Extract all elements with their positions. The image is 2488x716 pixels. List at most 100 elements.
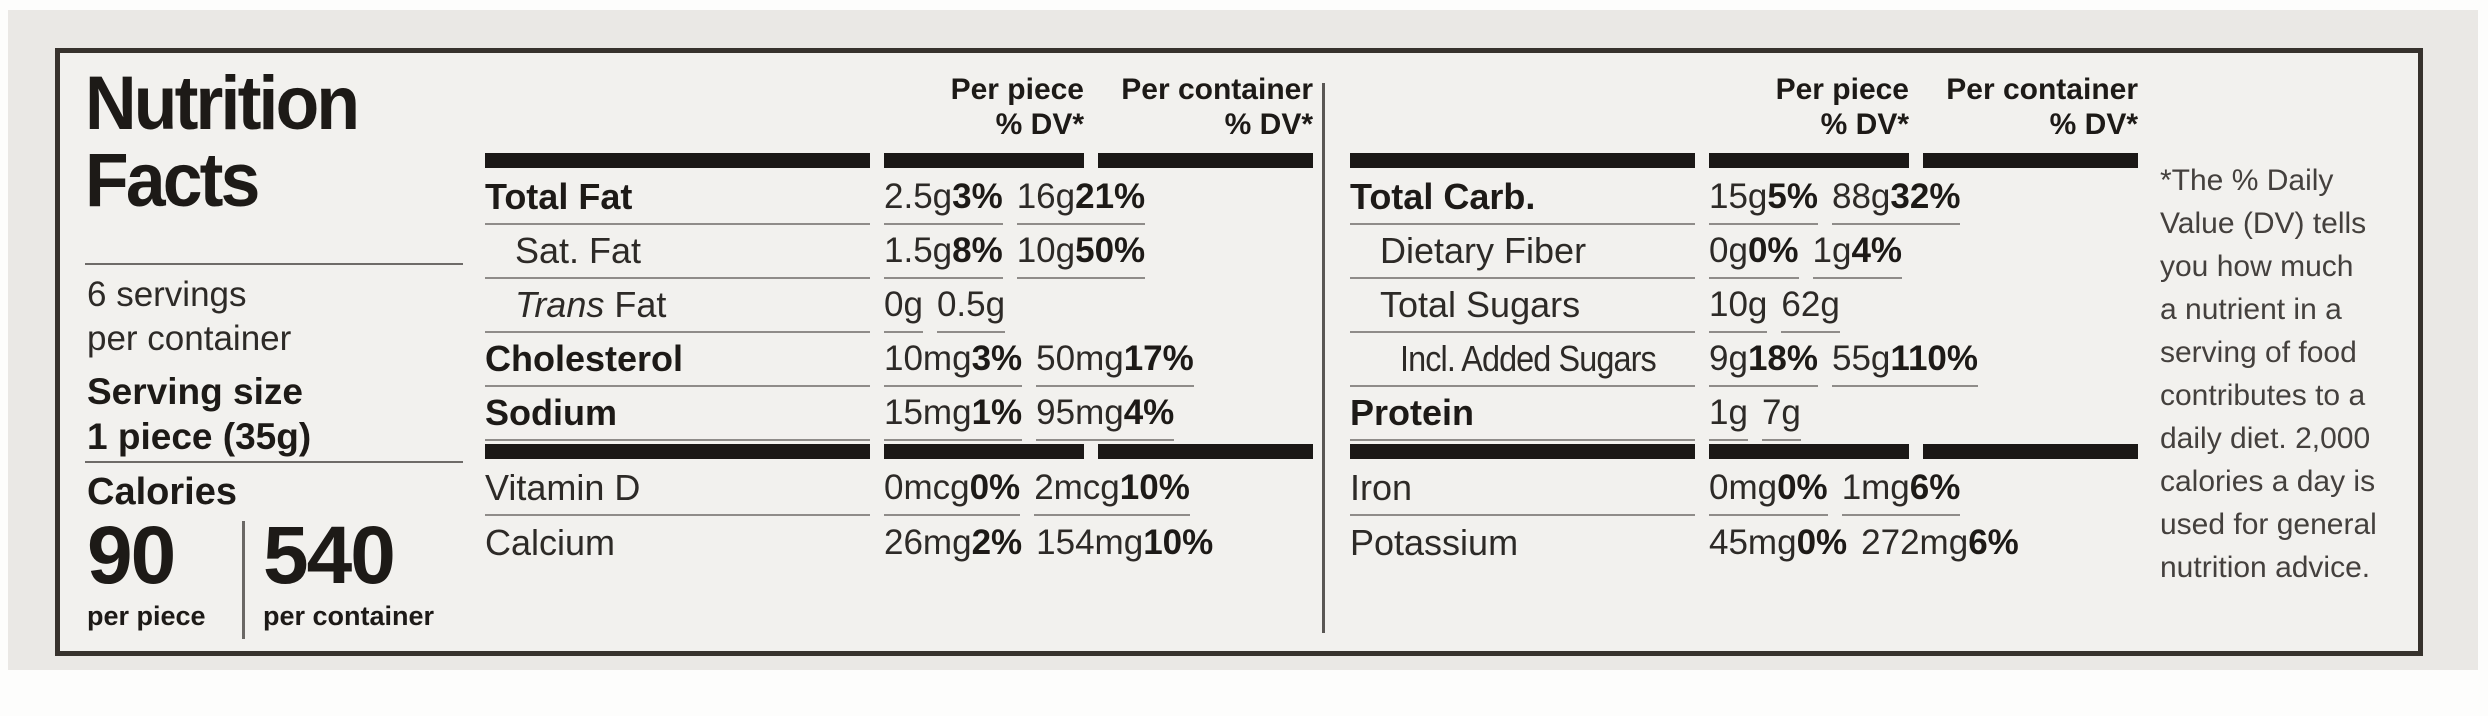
nutrient-row-vitamin-d: Vitamin D 0mcg 0% 2mcg 10% bbox=[485, 462, 1313, 516]
per-piece-cell: 15mg 1% bbox=[884, 387, 1023, 441]
divider-under-title bbox=[85, 263, 463, 265]
per-container-dv: 10% bbox=[1119, 468, 1190, 507]
per-container-cell: 62g bbox=[1781, 279, 1840, 333]
per-piece-amount: 1g bbox=[1709, 393, 1748, 432]
nutrient-name: Calcium bbox=[485, 522, 616, 563]
per-piece-amount: 45mg bbox=[1709, 523, 1797, 562]
per-container-cell: 154mg 10% bbox=[1036, 516, 1213, 570]
nutrient-name: Incl. Added Sugars bbox=[1400, 338, 1657, 379]
nutrient-row-dietary-fiber: Dietary Fiber 0g 0% 1g 4% bbox=[1350, 225, 2138, 279]
nutrient-name: Iron bbox=[1350, 467, 1413, 508]
nutrient-name-cell: Dietary Fiber bbox=[1350, 225, 1695, 279]
per-piece-cell: 10g bbox=[1709, 279, 1768, 333]
per-piece-amount: 0mcg bbox=[884, 468, 970, 507]
per-container-cell: 55g 110% bbox=[1832, 333, 1978, 387]
per-piece-amount: 0mg bbox=[1709, 468, 1778, 507]
per-piece-amount: 0g bbox=[884, 285, 923, 324]
per-piece-cell: 9g 18% bbox=[1709, 333, 1818, 387]
nutrient-row-potassium: Potassium 45mg 0% 272mg 6% bbox=[1350, 516, 2138, 570]
nutrient-name: Total Carb. bbox=[1350, 176, 1536, 217]
servings-unit: per container bbox=[87, 319, 292, 358]
per-container-cell: 50mg 17% bbox=[1036, 333, 1194, 387]
per-piece-amount: 10mg bbox=[884, 339, 972, 378]
per-container-dv: 32% bbox=[1890, 177, 1961, 216]
per-container-dv: 21% bbox=[1075, 177, 1146, 216]
per-piece-amount: 2.5g bbox=[884, 177, 953, 216]
column-header-per-container-label: Per container bbox=[1121, 73, 1313, 106]
divider-above-calories bbox=[85, 461, 463, 463]
nutrient-row-calcium: Calcium 26mg 2% 154mg 10% bbox=[485, 516, 1313, 570]
nutrient-name: Total Fat bbox=[485, 176, 633, 217]
per-container-dv: 110% bbox=[1890, 339, 1978, 378]
per-piece-cell: 2.5g 3% bbox=[884, 171, 1003, 225]
per-container-dv: 17% bbox=[1123, 339, 1194, 378]
calories-per-container-value: 540 bbox=[263, 510, 396, 601]
per-piece-cell: 1.5g 8% bbox=[884, 225, 1003, 279]
column-header-per-container-label: Per container bbox=[1946, 73, 2138, 106]
per-container-dv: 50% bbox=[1075, 231, 1146, 270]
per-piece-dv: 0% bbox=[1777, 468, 1828, 507]
column-header-dv-label: % DV* bbox=[1820, 108, 1909, 141]
nutrient-name: Protein bbox=[1350, 392, 1475, 433]
nutrients-table-left: Per piece% DV* Per container % DV* Total Fa… bbox=[485, 66, 1313, 570]
per-container-cell: 272mg 6% bbox=[1861, 516, 2019, 570]
nutrient-row-protein: Protein 1g 7g bbox=[1350, 387, 2138, 441]
column-header-dv-label: % DV* bbox=[2049, 108, 2138, 141]
nutrient-row-total-sugars: Total Sugars 10g 62g bbox=[1350, 279, 2138, 333]
per-container-cell: 2mcg 10% bbox=[1034, 462, 1190, 516]
nutrient-name-cell: Incl. Added Sugars bbox=[1350, 333, 1695, 387]
label-photo-background: Nutrition Facts 6 servings per container… bbox=[8, 10, 2478, 670]
per-piece-dv: 3% bbox=[952, 177, 1003, 216]
nutrient-name-cell: Total Carb. bbox=[1350, 171, 1695, 225]
per-container-amount: 10g bbox=[1016, 231, 1076, 270]
column-header-per-piece-label: Per piece bbox=[950, 73, 1084, 106]
per-piece-amount: 0g bbox=[1709, 231, 1748, 270]
calories-per-container-unit: per container bbox=[263, 601, 435, 631]
per-container-amount: 2mcg bbox=[1034, 468, 1120, 507]
nutrient-name: Vitamin D bbox=[485, 467, 641, 508]
nutrient-name-cell: Calcium bbox=[485, 516, 870, 570]
per-container-dv: 4% bbox=[1123, 393, 1175, 432]
header-spacer bbox=[485, 66, 870, 150]
per-container-amount: 95mg bbox=[1036, 393, 1124, 432]
table-header: Per piece% DV* Per container % DV* bbox=[485, 66, 1313, 150]
per-container-amount: 88g bbox=[1832, 177, 1891, 216]
column-header-per-piece: Per piece% DV* bbox=[884, 66, 1084, 150]
nutrition-facts-title: Nutrition Facts bbox=[85, 65, 360, 223]
nutrient-name: Sat. Fat bbox=[515, 230, 642, 271]
per-piece-dv: 0% bbox=[1747, 231, 1799, 270]
per-piece-dv: 0% bbox=[969, 468, 1021, 507]
per-piece-dv: 3% bbox=[971, 339, 1023, 378]
per-piece-cell: 0g 0% bbox=[1709, 225, 1799, 279]
nutrition-facts-panel: Nutrition Facts 6 servings per container… bbox=[55, 48, 2423, 656]
calories-values: 90 per piece 540 per container bbox=[87, 515, 434, 639]
per-piece-amount: 26mg bbox=[884, 523, 972, 562]
per-container-amount: 1g bbox=[1812, 231, 1852, 270]
calories-per-container: 540 per container bbox=[245, 515, 434, 639]
per-piece-cell: 15g 5% bbox=[1709, 171, 1818, 225]
per-piece-dv: 8% bbox=[952, 231, 1003, 270]
per-piece-amount: 1.5g bbox=[884, 231, 953, 270]
nutrient-name: Potassium bbox=[1350, 522, 1519, 563]
per-piece-cell: 0g bbox=[884, 279, 923, 333]
nutrient-row-incl-added-sugars: Incl. Added Sugars 9g 18% 55g 110% bbox=[1350, 333, 2138, 387]
nutrient-name-cell: Sodium bbox=[485, 387, 870, 441]
column-header-per-container: Per container% DV* bbox=[1923, 66, 2138, 150]
per-container-dv: 4% bbox=[1851, 231, 1903, 270]
per-container-cell: 10g 50% bbox=[1016, 225, 1146, 279]
per-piece-dv: 1% bbox=[971, 393, 1023, 432]
servings-per-container: 6 servings per container bbox=[87, 273, 291, 361]
nutrient-name-cell: Trans Fat bbox=[485, 279, 870, 333]
column-header-dv-label: % DV* bbox=[995, 108, 1084, 141]
nutrients-table-right: Per piece% DV* Per container% DV* Total Ca… bbox=[1350, 66, 2138, 570]
nutrient-name-cell: Protein bbox=[1350, 387, 1695, 441]
thick-rule bbox=[1350, 444, 2138, 459]
per-container-amount: 55g bbox=[1832, 339, 1891, 378]
title-line-2: Facts bbox=[85, 138, 260, 223]
nutrient-row-sat-fat: Sat. Fat 1.5g 8% 10g 50% bbox=[485, 225, 1313, 279]
per-container-amount: 50mg bbox=[1036, 339, 1124, 378]
nutrient-name: Sodium bbox=[485, 392, 617, 433]
dv-footnote: *The % Daily Value (DV) tells you how mu… bbox=[2160, 164, 2377, 584]
per-piece-cell: 0mcg 0% bbox=[884, 462, 1021, 516]
per-container-amount: 16g bbox=[1016, 177, 1076, 216]
